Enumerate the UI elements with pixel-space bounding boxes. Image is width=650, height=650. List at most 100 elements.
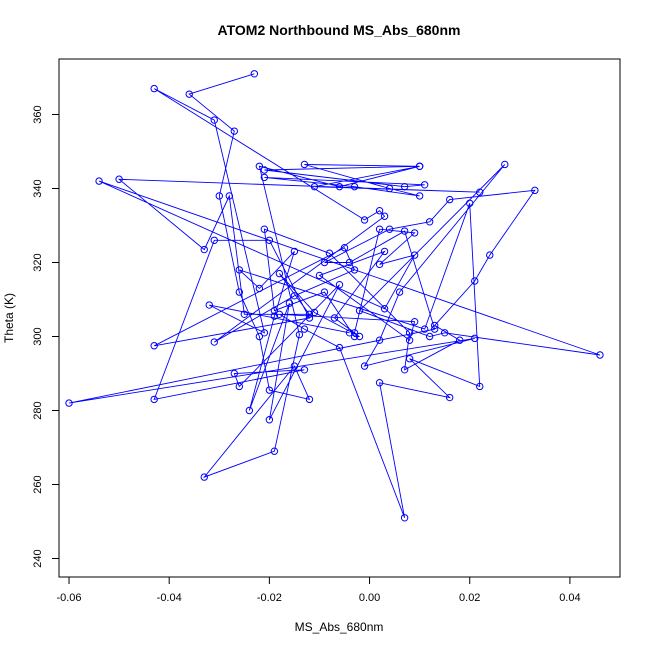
chart-title: ATOM2 Northbound MS_Abs_680nm [218,22,461,38]
data-point [310,308,319,317]
y-axis: 240 260 280 300 320 340 360 [32,105,60,568]
data-point [295,330,304,339]
data-point [270,306,279,315]
data-point [65,399,73,407]
data-point [150,84,158,93]
data-point [375,260,384,269]
data-point [310,182,319,191]
data-point [265,236,274,245]
y-tick-label: 320 [32,253,44,271]
data-point [405,355,414,363]
data-point [350,182,359,191]
data-point [265,416,274,424]
data-point [375,225,384,233]
data-point [501,160,509,169]
data-point [335,281,344,289]
data-point [395,288,404,296]
data-point [355,306,364,315]
data-point [385,184,394,193]
data-point [531,186,539,195]
data-point [410,229,419,237]
data-point [440,329,449,337]
data-point [290,362,299,370]
data-point [360,216,369,224]
series-layer [65,70,604,522]
data-point [320,288,329,296]
data-point [300,160,309,169]
data-point [245,406,254,415]
data-point [340,244,349,252]
data-point [150,395,158,404]
data-point [430,325,439,333]
data-point [300,366,309,374]
y-tick-label: 240 [32,549,44,567]
data-point [400,182,409,191]
data-point [205,301,213,309]
data-point [260,173,269,182]
data-point [380,247,389,256]
data-point [350,266,359,274]
data-point [260,329,269,337]
data-point [476,188,484,196]
y-tick-label: 360 [32,105,44,123]
data-point [255,284,264,293]
data-point [260,166,269,174]
data-point [486,251,494,259]
data-point [265,386,274,394]
data-point [320,258,329,267]
data-point [400,227,409,235]
data-point [415,162,424,171]
data-point [375,336,384,344]
data-point [456,336,464,344]
x-tick-label: 0.02 [459,592,480,604]
y-tick-label: 260 [32,475,44,493]
y-tick-label: 340 [32,179,44,197]
data-point [445,195,454,204]
data-point [471,277,479,285]
data-point [255,162,264,171]
data-point [445,393,454,402]
data-point [210,338,218,346]
data-point [250,70,259,78]
data-point [400,366,409,374]
data-point [335,343,344,352]
x-axis: -0.06 -0.04 -0.02 0.00 0.02 0.04 [56,576,581,604]
data-point [405,329,414,337]
data-point [95,177,103,185]
data-point [415,192,424,200]
data-point [240,310,249,318]
data-point [430,321,439,330]
data-point [405,336,414,344]
x-axis-label: MS_Abs_680nm [295,620,384,634]
data-point [230,127,239,135]
data-point [300,325,309,333]
data-point [325,249,334,257]
data-point [305,314,314,322]
series-line [68,73,601,518]
x-tick-label: -0.06 [56,592,81,604]
data-point [385,225,394,233]
data-point [596,351,604,359]
data-point [230,369,239,378]
data-point [360,362,369,370]
data-point [150,342,158,350]
data-point [285,299,294,307]
data-point [425,218,434,226]
data-point [471,334,479,343]
x-tick-label: 0.00 [359,592,380,604]
data-point [330,314,339,322]
data-point [275,310,284,318]
data-point [235,288,244,296]
data-point [345,258,354,267]
data-point [305,310,314,318]
data-point [335,182,344,191]
data-point [210,236,218,245]
data-point [290,247,299,256]
data-point [420,325,429,333]
data-point [350,332,359,341]
x-tick-label: -0.04 [157,592,182,604]
data-point [215,192,223,200]
data-point [290,292,299,300]
